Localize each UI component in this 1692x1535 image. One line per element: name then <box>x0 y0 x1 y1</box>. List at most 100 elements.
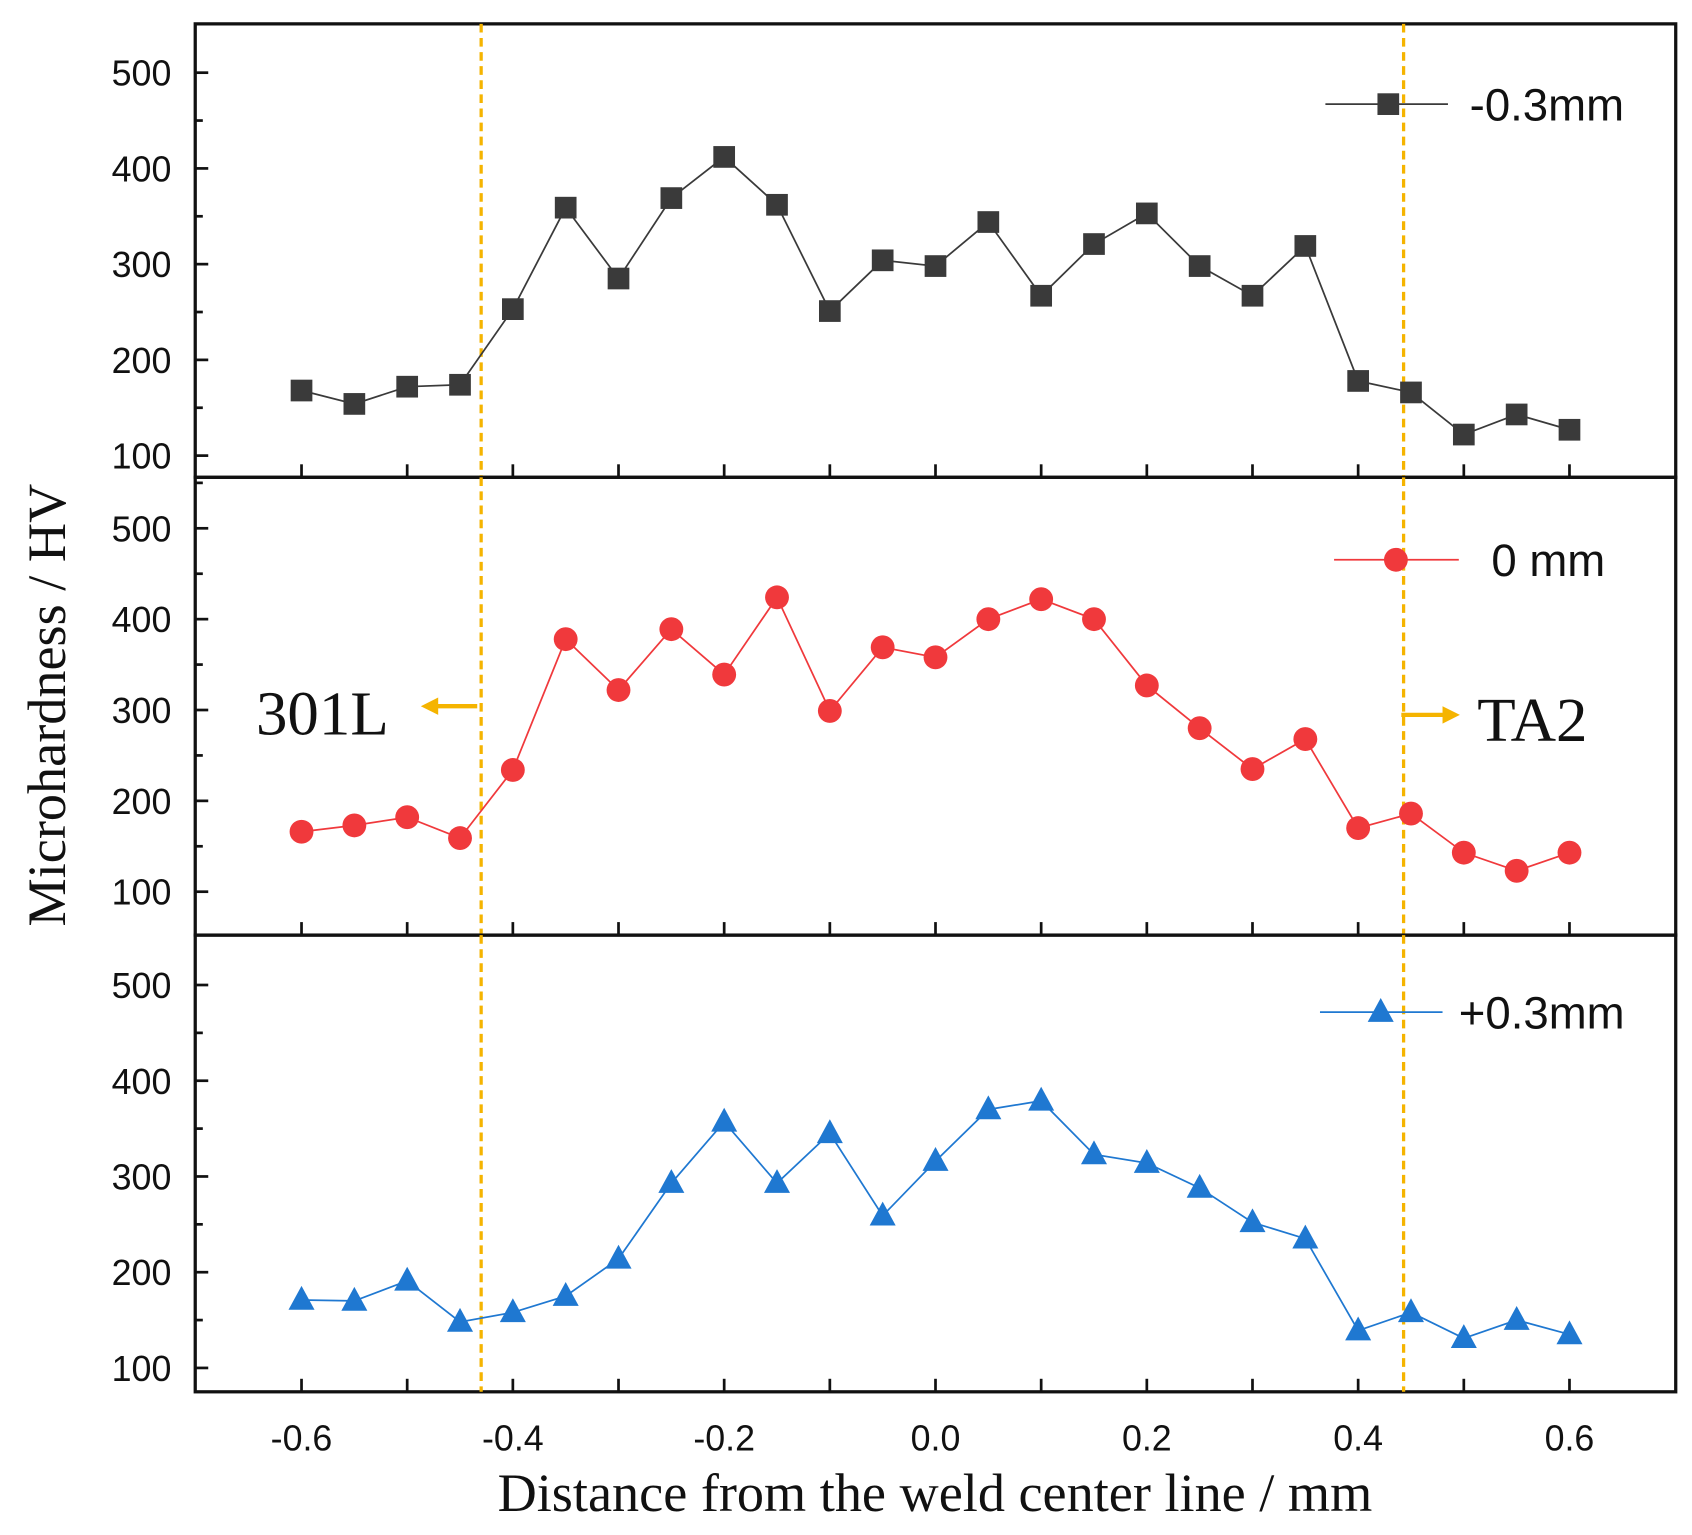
data-point <box>553 627 578 652</box>
data-point <box>818 300 841 322</box>
y-tick-label: 300 <box>112 245 172 285</box>
data-point <box>712 662 737 687</box>
x-tick-label: 0.0 <box>911 1418 961 1458</box>
x-tick-label: 0.4 <box>1333 1418 1383 1458</box>
x-tick-label: 0.2 <box>1122 1418 1172 1458</box>
y-tick-label: 100 <box>112 437 172 477</box>
series-line-2 <box>301 595 1570 872</box>
y-tick-label: 200 <box>112 341 172 381</box>
data-point <box>1558 418 1581 441</box>
y-axis-label: Microhardness / HV <box>17 484 77 927</box>
data-point <box>924 255 947 277</box>
data-point <box>1557 840 1582 865</box>
data-point <box>448 826 472 851</box>
arrow-left-icon <box>420 697 439 715</box>
panel-1: 100 200 300 400 500 -0.3mm <box>112 22 1678 479</box>
data-point <box>288 1285 315 1310</box>
annotation-TA2: TA2 <box>1477 685 1587 755</box>
data-point <box>765 585 789 610</box>
data-point <box>1186 1173 1213 1198</box>
panel-frame <box>193 475 1678 937</box>
data-point <box>1397 1298 1425 1323</box>
x-tick-label: -0.2 <box>693 1418 755 1458</box>
data-point <box>1241 284 1264 307</box>
data-point <box>607 267 630 290</box>
data-point <box>870 635 895 660</box>
data-point <box>606 678 631 702</box>
data-point <box>1451 840 1476 865</box>
data-point <box>1188 255 1211 277</box>
data-point <box>342 813 367 838</box>
data-point <box>1345 1316 1372 1341</box>
data-point <box>766 193 788 216</box>
data-point <box>1187 716 1212 741</box>
data-point <box>1346 816 1371 841</box>
data-point <box>449 373 471 396</box>
data-point <box>1503 1305 1530 1330</box>
data-point <box>1134 673 1159 698</box>
data-point <box>554 196 577 219</box>
data-point <box>1133 1148 1160 1173</box>
data-point <box>447 1307 474 1332</box>
data-point <box>976 607 1001 632</box>
panel-3: 100 200 300 400 500 +0.3mm <box>112 933 1678 1394</box>
data-point <box>1292 1224 1319 1249</box>
data-point <box>1556 1320 1583 1345</box>
panel-frame <box>193 22 1678 479</box>
y-tick-label: 100 <box>112 1349 172 1389</box>
data-point <box>500 758 525 782</box>
y-tick-label: 200 <box>112 782 172 822</box>
data-point <box>922 1147 949 1171</box>
data-point <box>975 1095 1002 1120</box>
data-point <box>605 1244 632 1269</box>
panel-2: 100 200 300 400 500 0 mm <box>112 475 1678 937</box>
data-point <box>290 379 313 402</box>
data-point <box>977 211 1000 233</box>
data-point <box>1504 858 1529 883</box>
data-point <box>1135 202 1158 225</box>
y-tick-label: 500 <box>112 966 172 1006</box>
legend-label: 0 mm <box>1491 535 1605 586</box>
data-point <box>1347 370 1370 392</box>
data-point <box>1452 423 1475 446</box>
data-point <box>713 146 736 168</box>
data-point <box>395 805 420 830</box>
data-point <box>552 1282 579 1306</box>
data-point <box>658 1169 685 1193</box>
x-axis-label: Distance from the weld center line / mm <box>498 1463 1373 1523</box>
x-tick-label: 0.6 <box>1545 1418 1595 1458</box>
data-point <box>660 187 683 209</box>
data-point <box>763 1169 791 1193</box>
annotation-301L: 301L <box>256 678 389 748</box>
data-point <box>1294 235 1317 257</box>
legend-marker <box>1367 998 1394 1022</box>
data-point <box>396 375 419 398</box>
y-tick-label: 400 <box>112 149 172 189</box>
series-line-3 <box>301 1099 1570 1340</box>
y-tick-label: 100 <box>112 873 172 913</box>
y-tick-label: 300 <box>112 1157 172 1197</box>
y-tick-label: 200 <box>112 1253 172 1293</box>
data-point <box>289 819 314 844</box>
y-tick-label: 500 <box>112 54 172 94</box>
data-point <box>1293 727 1318 752</box>
data-point <box>923 645 948 670</box>
data-point <box>341 1286 368 1311</box>
y-tick-label: 500 <box>112 509 172 549</box>
data-point <box>869 1201 896 1226</box>
data-point <box>1505 403 1528 426</box>
data-point <box>343 393 366 415</box>
series-line-1 <box>301 155 1570 436</box>
data-point <box>1083 233 1105 255</box>
data-point <box>1030 284 1053 307</box>
data-point <box>659 617 684 642</box>
data-point <box>871 249 894 272</box>
data-point <box>1450 1324 1477 1349</box>
x-tick-label: -0.6 <box>271 1418 333 1458</box>
data-point <box>1399 801 1423 826</box>
legend-marker <box>1383 547 1408 572</box>
legend-label: +0.3mm <box>1459 987 1625 1038</box>
data-point <box>499 1298 526 1323</box>
data-point <box>1400 381 1422 404</box>
data-point <box>816 1119 843 1144</box>
